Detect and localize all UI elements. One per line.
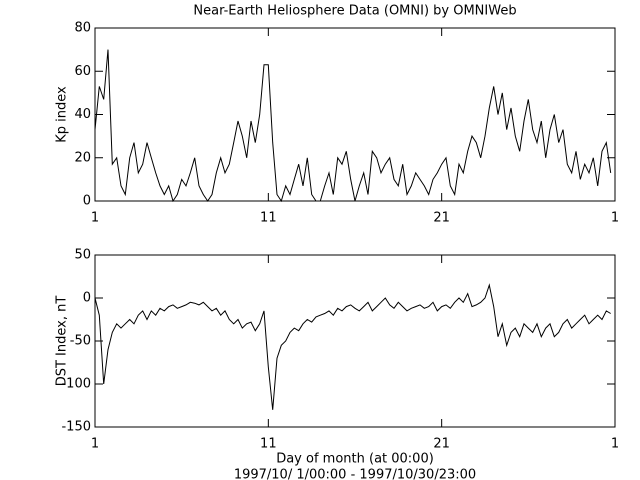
plot-frame (94, 254, 616, 428)
chart-title: Near-Earth Heliosphere Data (OMNI) by OM… (193, 4, 516, 19)
y-tick-label: 50 (74, 248, 91, 263)
time-range: 1997/10/ 1/00:00 - 1997/10/30/23:00 (234, 468, 476, 480)
y-tick-label: -50 (70, 334, 91, 349)
x-tick-label: 1 (611, 437, 619, 452)
x-tick-label: 1 (611, 211, 619, 226)
y-tick-label: 0 (83, 194, 91, 209)
x-tick-label: 1 (91, 211, 99, 226)
x-tick-label: 11 (260, 211, 277, 226)
y-tick-label: 20 (74, 150, 91, 165)
x-tick-label: 21 (433, 437, 450, 452)
y-tick-label: 40 (74, 107, 91, 122)
y-axis-label: DST Index, nT (55, 296, 70, 387)
y-axis-label: Kp index (55, 86, 70, 143)
x-tick-label: 21 (433, 211, 450, 226)
y-tick-label: 0 (83, 291, 91, 306)
y-tick-label: -150 (61, 420, 91, 435)
y-tick-label: -100 (61, 377, 91, 392)
data-line (94, 283, 611, 410)
x-tick-label: 1 (91, 437, 99, 452)
x-tick-label: 11 (260, 437, 277, 452)
x-axis-label: Day of month (at 00:00) (276, 452, 434, 467)
y-tick-label: 60 (74, 64, 91, 79)
data-line (94, 49, 612, 203)
y-tick-label: 80 (74, 21, 91, 36)
plot-frame (94, 27, 616, 202)
